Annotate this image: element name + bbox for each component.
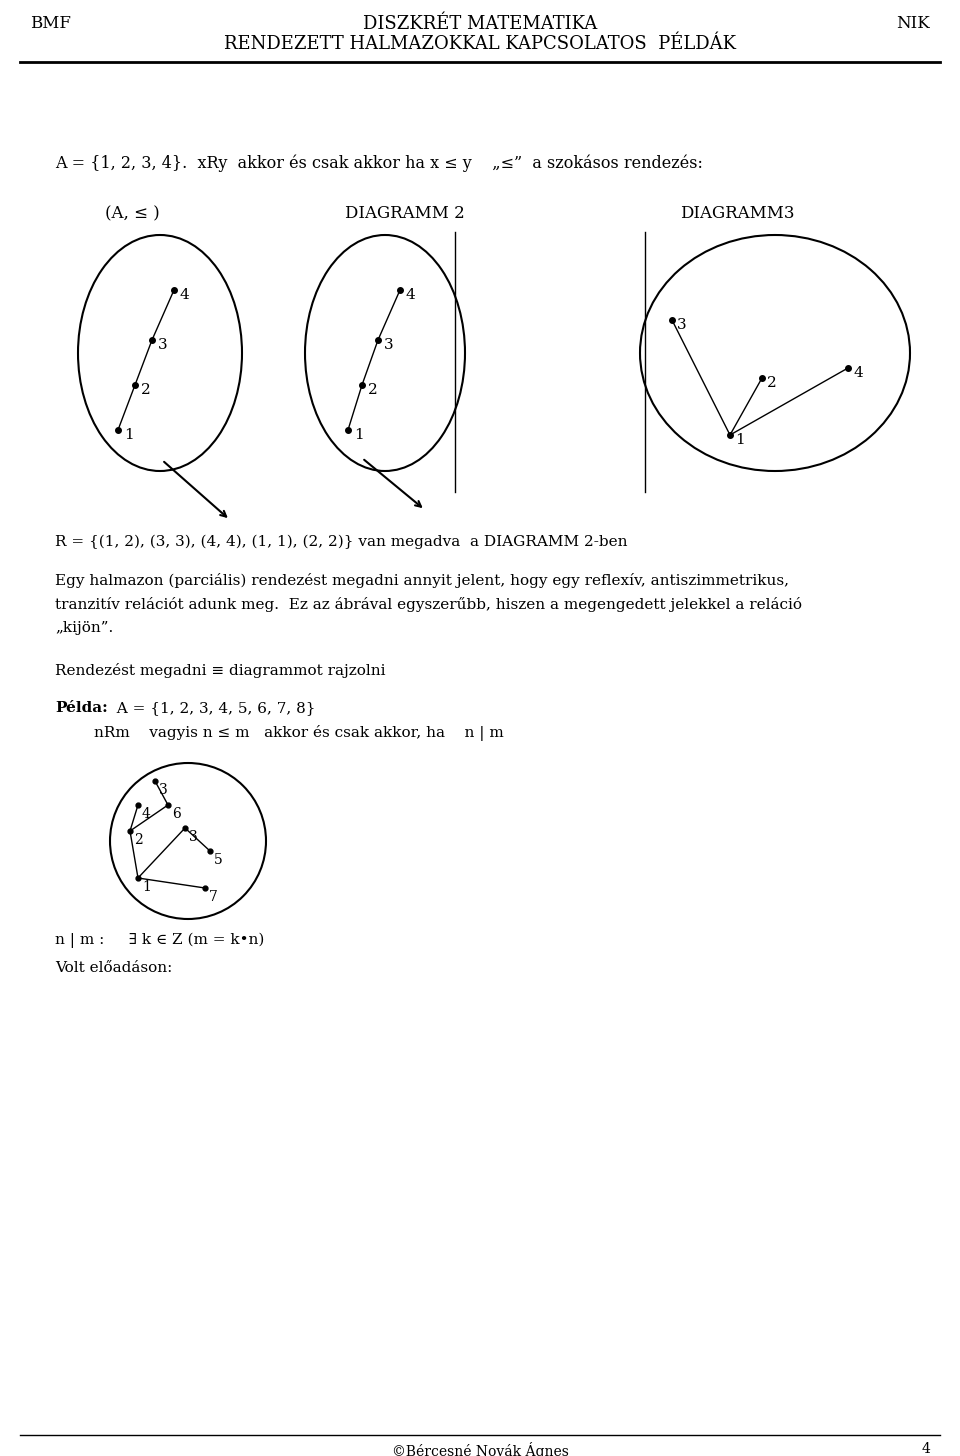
Text: (A, ≤ ): (A, ≤ ): [105, 205, 159, 221]
Text: 1: 1: [354, 428, 364, 443]
Text: DIAGRAMM3: DIAGRAMM3: [680, 205, 795, 221]
Text: 2: 2: [767, 376, 777, 390]
Text: 1: 1: [142, 879, 151, 894]
Text: 4: 4: [853, 365, 863, 380]
Text: 4: 4: [180, 288, 190, 301]
Text: 3: 3: [384, 338, 394, 352]
Text: NIK: NIK: [897, 15, 930, 32]
Text: 4: 4: [406, 288, 416, 301]
Text: RENDEZETT HALMAZOKKAL KAPCSOLATOS  PÉLDÁK: RENDEZETT HALMAZOKKAL KAPCSOLATOS PÉLDÁK: [224, 35, 736, 52]
Text: 1: 1: [124, 428, 133, 443]
Text: 4: 4: [142, 807, 151, 821]
Text: 2: 2: [141, 383, 151, 397]
Text: 4: 4: [922, 1441, 930, 1456]
Text: DIAGRAMM 2: DIAGRAMM 2: [345, 205, 465, 221]
Text: 5: 5: [214, 853, 223, 866]
Text: 3: 3: [158, 338, 168, 352]
Text: „kijön”.: „kijön”.: [55, 622, 113, 635]
Text: nRm    vagyis n ≤ m   akkor és csak akkor, ha    n | m: nRm vagyis n ≤ m akkor és csak akkor, ha…: [55, 725, 504, 741]
Text: 6: 6: [172, 807, 180, 821]
Text: R = {(1, 2), (3, 3), (4, 4), (1, 1), (2, 2)} van megadva  a DIAGRAMM 2-ben: R = {(1, 2), (3, 3), (4, 4), (1, 1), (2,…: [55, 534, 628, 549]
Text: 7: 7: [209, 890, 218, 904]
Text: 2: 2: [134, 833, 143, 847]
Text: 3: 3: [159, 783, 168, 796]
Text: Rendezést megadni ≡ diagrammot rajzolni: Rendezést megadni ≡ diagrammot rajzolni: [55, 662, 386, 678]
Text: Egy halmazon (parciális) rendezést megadni annyit jelent, hogy egy reflexív, ant: Egy halmazon (parciális) rendezést megad…: [55, 574, 789, 588]
Text: n | m :     ∃ k ∈ Z (m = k•n): n | m : ∃ k ∈ Z (m = k•n): [55, 933, 264, 948]
Text: 3: 3: [677, 317, 686, 332]
Text: 1: 1: [735, 432, 745, 447]
Text: 3: 3: [189, 830, 198, 844]
Text: Példa:: Példa:: [55, 700, 108, 715]
Text: A = {1, 2, 3, 4, 5, 6, 7, 8}: A = {1, 2, 3, 4, 5, 6, 7, 8}: [107, 700, 316, 715]
Text: DISZKRÉT MATEMATIKA: DISZKRÉT MATEMATIKA: [363, 15, 597, 33]
Text: tranzitív relációt adunk meg.  Ez az ábrával egyszerűbb, hiszen a megengedett je: tranzitív relációt adunk meg. Ez az ábrá…: [55, 597, 802, 612]
Text: 2: 2: [368, 383, 377, 397]
Text: ©Bércesné Novák Ágnes: ©Bércesné Novák Ágnes: [392, 1441, 568, 1456]
Text: BMF: BMF: [30, 15, 71, 32]
Text: Volt előadáson:: Volt előadáson:: [55, 961, 173, 976]
Text: A = {1, 2, 3, 4}.  xRy  akkor és csak akkor ha x ≤ y    „≤”  a szokásos rendezés: A = {1, 2, 3, 4}. xRy akkor és csak akko…: [55, 154, 703, 172]
